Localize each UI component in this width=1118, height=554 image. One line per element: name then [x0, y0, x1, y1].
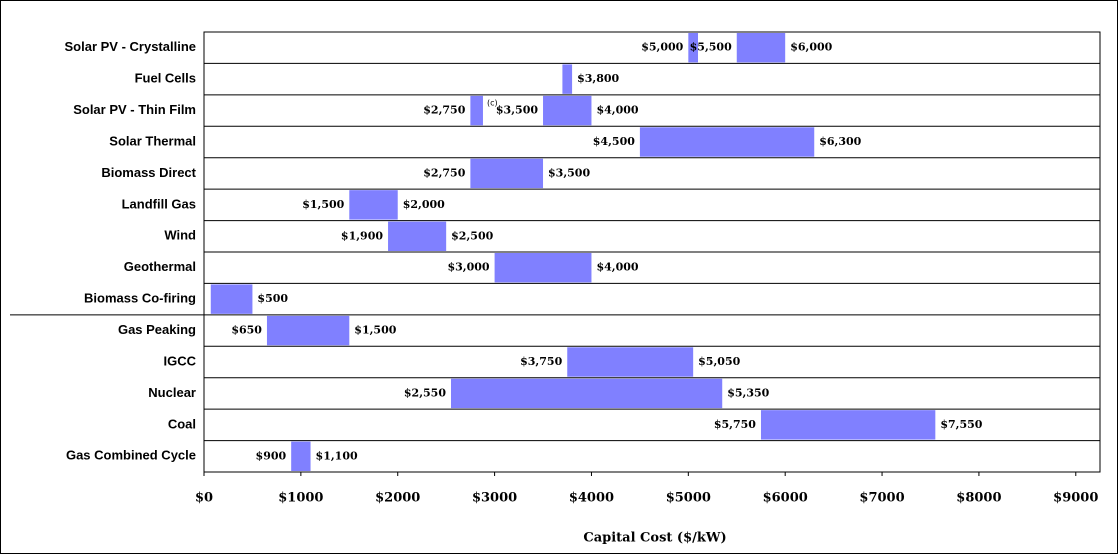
- range-bar: [266, 315, 350, 346]
- x-tick-label: $6000: [763, 491, 808, 506]
- value-label: $900: [256, 449, 287, 462]
- category-label: Wind: [164, 228, 196, 243]
- value-label: $3,500: [548, 166, 590, 179]
- value-label: $3,750: [520, 355, 562, 368]
- annotation: (c): [487, 98, 498, 107]
- x-tick-label: $8000: [956, 491, 1001, 506]
- range-bar: [210, 284, 253, 314]
- value-label: $3,800: [577, 72, 619, 85]
- value-label: $7,550: [940, 418, 982, 431]
- value-label: $6,000: [790, 41, 832, 54]
- value-label: $3,500: [496, 104, 538, 117]
- value-label: $1,500: [302, 198, 344, 211]
- value-label: $5,350: [727, 386, 769, 399]
- category-label: Gas Peaking: [118, 322, 196, 337]
- range-bar: [388, 221, 447, 251]
- range-bar: [688, 33, 699, 63]
- value-label: $1,100: [316, 449, 358, 462]
- range-bar: [543, 95, 592, 126]
- value-label: $3,000: [447, 261, 489, 274]
- range-bar: [451, 378, 723, 409]
- category-label: Coal: [168, 416, 196, 431]
- value-label: $5,050: [698, 355, 740, 368]
- x-tick-label: $1000: [278, 491, 323, 506]
- value-label: $4,000: [596, 104, 638, 117]
- range-bar: [639, 127, 815, 157]
- range-bar: [562, 64, 573, 94]
- range-bar: [567, 347, 694, 377]
- value-label: $4,500: [593, 135, 635, 148]
- category-label: Gas Combined Cycle: [66, 448, 196, 463]
- category-label: Biomass Co-firing: [84, 291, 196, 306]
- category-label: Biomass Direct: [101, 165, 196, 180]
- value-label: $5,000: [641, 41, 683, 54]
- x-tick-label: $3000: [472, 491, 517, 506]
- x-tick-label: $4000: [569, 491, 614, 506]
- range-bar: [494, 253, 592, 283]
- value-label: $650: [231, 324, 262, 337]
- range-bar: [291, 441, 311, 471]
- category-label: Nuclear: [148, 385, 196, 400]
- x-tick-label: $2000: [375, 491, 420, 506]
- range-bar: [470, 158, 544, 189]
- value-label: $5,750: [714, 418, 756, 431]
- value-label: $2,500: [451, 229, 493, 242]
- value-label: $2,750: [423, 166, 465, 179]
- category-label: Fuel Cells: [135, 71, 196, 86]
- x-tick-label: $7000: [859, 491, 904, 506]
- category-label: Solar Thermal: [109, 133, 196, 148]
- x-tick-label: $0: [195, 491, 213, 506]
- range-bar: [349, 190, 398, 220]
- value-label: $4,000: [596, 261, 638, 274]
- value-label: $500: [257, 292, 288, 305]
- category-label: IGCC: [164, 353, 197, 368]
- category-label: Solar PV - Thin Film: [73, 102, 196, 117]
- value-label: $2,750: [423, 104, 465, 117]
- value-label: $2,550: [404, 386, 446, 399]
- value-label: $1,500: [354, 324, 396, 337]
- range-bar: [470, 95, 483, 126]
- x-tick-label: $5000: [666, 491, 711, 506]
- x-tick-label: $9000: [1053, 491, 1098, 506]
- x-axis-title: Capital Cost ($/kW): [583, 531, 726, 546]
- value-label: $5,500: [690, 41, 732, 54]
- category-label: Solar PV - Crystalline: [65, 39, 197, 54]
- category-label: Geothermal: [124, 259, 196, 274]
- category-label: Landfill Gas: [122, 196, 196, 211]
- range-bar: [760, 410, 936, 440]
- value-label: $6,300: [819, 135, 861, 148]
- value-label: $2,000: [403, 198, 445, 211]
- range-bar: [736, 33, 786, 63]
- value-label: $1,900: [341, 229, 383, 242]
